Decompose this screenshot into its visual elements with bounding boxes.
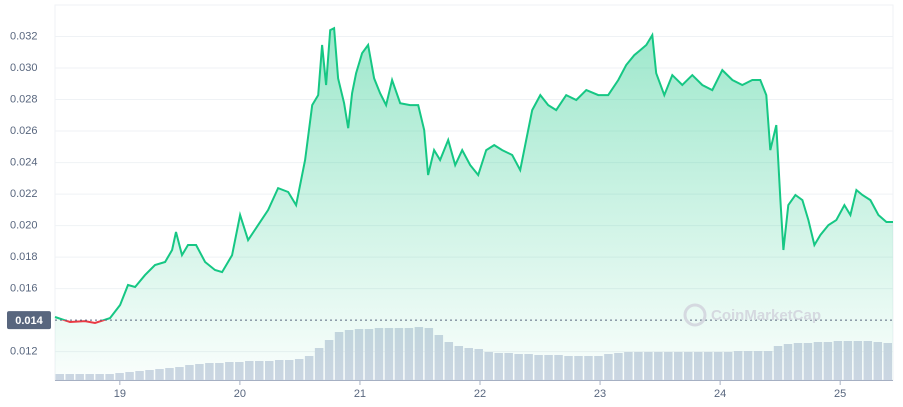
x-tick-label: 24 (714, 388, 726, 400)
y-tick-label: 0.026 (10, 125, 38, 137)
y-tick-label: 0.020 (10, 219, 38, 231)
x-tick-label: 23 (594, 388, 606, 400)
watermark-logo (683, 303, 707, 327)
y-tick-label: 0.032 (10, 30, 38, 42)
baseline-label-bg (7, 311, 51, 330)
y-tick-label: 0.016 (10, 283, 38, 295)
price-line (54, 26, 893, 321)
y-tick-label: 0.028 (10, 93, 38, 105)
y-tick-label: 0.022 (10, 188, 38, 200)
y-tick-label: 0.030 (10, 62, 38, 74)
x-tick-label: 21 (354, 388, 366, 400)
x-tick-label: 22 (474, 388, 486, 400)
baseline-label: 0.014 (15, 315, 43, 327)
y-tick-label: 0.018 (10, 251, 38, 263)
watermark-text: CoinMarketCap (711, 307, 821, 324)
watermark: CoinMarketCap (683, 303, 821, 327)
x-tick-label: 19 (114, 388, 126, 400)
price-area (55, 28, 893, 380)
y-tick-label: 0.024 (10, 156, 38, 168)
y-tick-label: 0.012 (10, 346, 38, 358)
x-tick-label: 25 (834, 388, 846, 400)
x-tick-label: 20 (234, 388, 246, 400)
